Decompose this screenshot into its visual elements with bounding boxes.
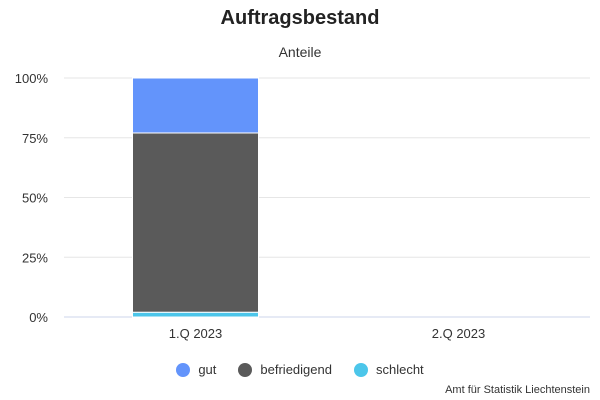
y-tick-label: 25% (22, 250, 48, 265)
bar-segment-schlecht (132, 311, 259, 318)
source-credit: Amt für Statistik Liechtenstein (445, 384, 590, 396)
y-tick-label: 75% (22, 131, 48, 146)
x-tick-label: 1.Q 2023 (169, 326, 223, 341)
y-tick-label: 0% (29, 310, 48, 325)
legend-dot-befriedigend (238, 362, 253, 377)
chart-legend: gut befriedigend schlecht (0, 362, 600, 377)
legend-item-befriedigend[interactable]: befriedigend (238, 362, 332, 377)
legend-label-gut: gut (198, 362, 217, 377)
y-tick-label: 50% (22, 191, 48, 206)
bar-segment-befriedigend (132, 132, 259, 313)
y-tick-label: 100% (15, 71, 49, 86)
bar-segment-gut (132, 77, 259, 134)
legend-dot-schlecht (353, 362, 368, 377)
legend-item-gut[interactable]: gut (176, 362, 216, 377)
legend-item-schlecht[interactable]: schlecht (353, 362, 424, 377)
legend-label-schlecht: schlecht (375, 362, 424, 377)
legend-dot-gut (176, 362, 191, 377)
x-tick-label: 2.Q 2023 (432, 326, 486, 341)
legend-label-befriedigend: befriedigend (260, 362, 332, 377)
chart-subtitle: Anteile (278, 44, 322, 60)
chart-title: Auftragsbestand (220, 7, 380, 29)
